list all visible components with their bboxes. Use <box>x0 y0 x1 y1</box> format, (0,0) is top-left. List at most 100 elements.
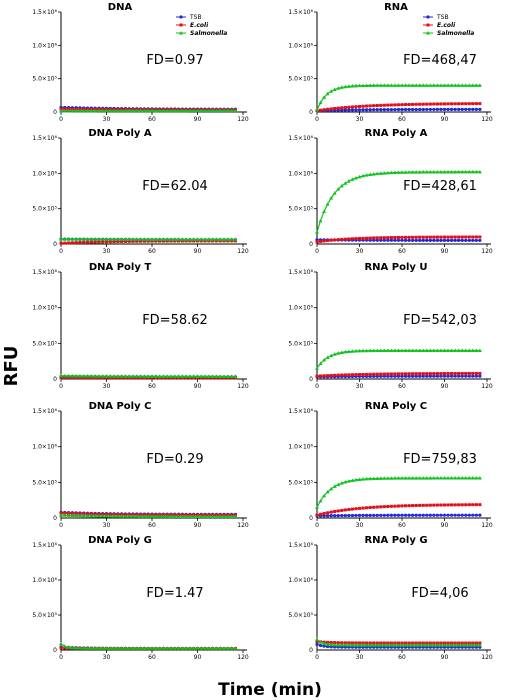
data-point <box>411 374 415 378</box>
data-point <box>463 83 468 87</box>
data-point <box>222 108 227 113</box>
y-tick-label: 5.0×10⁵ <box>32 76 57 83</box>
data-point <box>127 376 131 380</box>
data-point <box>414 235 418 239</box>
data-point <box>100 374 105 378</box>
data-point <box>371 83 376 87</box>
y-tick-label: 1.5×10⁶ <box>32 542 57 549</box>
data-point <box>325 355 330 359</box>
data-point <box>425 107 429 112</box>
data-point <box>414 641 418 645</box>
data-point <box>336 351 341 355</box>
data-point <box>70 373 75 378</box>
data-point <box>77 373 82 378</box>
data-point <box>191 237 196 241</box>
data-point <box>131 239 135 243</box>
y-tick-label: 1.0×10⁶ <box>32 305 57 312</box>
data-point <box>131 514 136 518</box>
data-point <box>446 643 451 647</box>
data-point <box>66 108 71 113</box>
data-point <box>62 644 67 648</box>
data-point <box>368 506 372 510</box>
data-point <box>453 374 457 378</box>
data-point <box>368 83 373 87</box>
data-point <box>442 169 447 174</box>
data-point <box>108 514 113 518</box>
data-point <box>206 108 211 113</box>
data-point <box>59 109 63 113</box>
data-point <box>315 640 319 644</box>
data-point <box>389 374 393 378</box>
x-tick-label: 30 <box>356 116 364 123</box>
data-point <box>478 374 482 378</box>
data-point <box>361 108 365 112</box>
data-point <box>336 642 341 647</box>
data-point <box>439 238 443 242</box>
data-point <box>428 238 432 242</box>
data-point <box>407 348 412 352</box>
legend-label: Salmonella <box>437 30 474 37</box>
data-point <box>456 476 461 480</box>
data-point <box>426 23 430 27</box>
data-point <box>418 102 422 106</box>
data-point <box>428 476 433 480</box>
data-point <box>203 646 208 650</box>
data-point <box>428 374 432 378</box>
data-point <box>146 374 151 378</box>
data-point <box>407 504 411 508</box>
data-point <box>410 348 415 352</box>
series-ecoli <box>59 239 237 245</box>
data-point <box>123 376 127 380</box>
series-ecoli <box>315 640 482 645</box>
data-point <box>225 237 230 241</box>
x-tick-label: 60 <box>148 248 156 255</box>
data-point <box>428 503 432 507</box>
data-point <box>478 641 482 645</box>
data-point <box>358 236 361 240</box>
x-tick-label: 0 <box>59 654 63 661</box>
panel-title: RNA Poly C <box>365 401 427 412</box>
data-point <box>108 108 113 113</box>
data-point <box>450 235 454 239</box>
x-tick-label: 90 <box>441 654 449 661</box>
data-point <box>460 643 465 647</box>
panel-title: RNA Poly G <box>364 535 427 546</box>
data-point <box>375 171 380 176</box>
data-point <box>453 476 458 480</box>
data-point <box>414 107 418 112</box>
data-point <box>456 83 461 87</box>
data-point <box>371 643 376 647</box>
data-point <box>343 105 347 109</box>
data-point <box>325 202 330 206</box>
data-point <box>350 513 355 518</box>
data-point <box>439 513 443 517</box>
fold-difference-label: FD=0.97 <box>146 53 203 68</box>
data-point <box>180 239 184 243</box>
data-point <box>225 514 230 519</box>
data-point <box>343 643 348 647</box>
data-point <box>446 235 450 239</box>
y-tick-label: 1.0×10⁶ <box>288 444 313 451</box>
data-point <box>474 371 478 375</box>
x-tick-label: 120 <box>481 248 493 255</box>
data-point <box>343 84 348 89</box>
data-point <box>340 513 344 518</box>
data-point <box>428 107 432 112</box>
data-point <box>206 374 211 378</box>
data-point <box>142 237 147 241</box>
data-point <box>463 169 468 174</box>
data-point <box>474 513 478 517</box>
panel-rna-poly-a: 5.0×10⁵ 1.0×10⁶ 1.5×10⁶ 00 30 60 90 120 RNA Poly… <box>288 128 493 255</box>
y-tick-label: 1.0×10⁶ <box>288 577 313 584</box>
data-point <box>354 105 358 109</box>
y-tick-label: 5.0×10⁵ <box>288 206 313 213</box>
data-point <box>450 503 454 507</box>
data-point <box>161 374 166 378</box>
data-point <box>157 237 162 241</box>
data-point <box>403 238 408 242</box>
data-point <box>364 348 369 353</box>
data-point <box>347 237 351 241</box>
data-point <box>407 107 411 112</box>
data-point <box>336 513 340 518</box>
data-point <box>89 374 94 378</box>
